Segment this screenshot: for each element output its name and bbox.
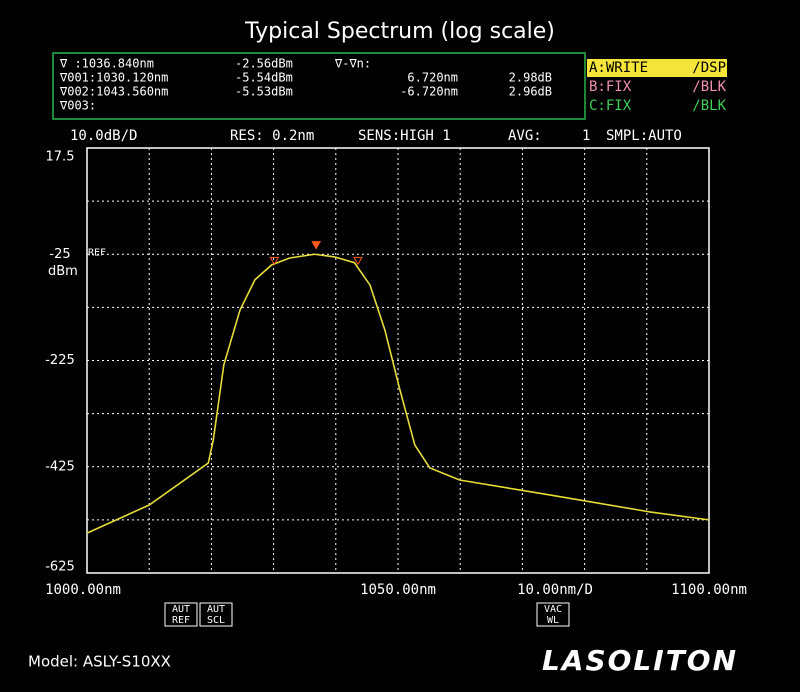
button-label: REF [172, 615, 190, 626]
marker-readout: -2.56dBm [235, 57, 293, 71]
marker-readout: ∇001:1030.120nm [59, 71, 168, 85]
y-tick-label: 17.5 [46, 150, 75, 165]
marker-readout: -5.53dBm [235, 85, 293, 99]
marker-readout: -6.720nm [400, 85, 458, 99]
button-label: AUT [207, 604, 225, 615]
trace-mode: /BLK [692, 79, 726, 95]
marker-readout: -5.54dBm [235, 71, 293, 85]
footer: Model: ASLY-S10XX [28, 653, 171, 671]
x-scale-label: 10.00nm/D [517, 582, 593, 598]
marker [311, 241, 322, 250]
button-label: VAC [544, 604, 562, 615]
status: 1 [582, 128, 590, 144]
marker-readout: ∇-∇n: [334, 57, 371, 71]
status: 10.0dB/D [70, 128, 137, 144]
trace-label: B:FIX [589, 79, 632, 95]
x-tick-label: 1100.00nm [671, 582, 747, 598]
trace-mode: /DSP [692, 60, 726, 76]
marker-readout: 6.720nm [407, 71, 458, 85]
trace-line [86, 253, 710, 534]
x-tick-label: 1050.00nm [360, 582, 436, 598]
marker-readout: ∇ :1036.840nm [59, 57, 154, 71]
marker-readout: ∇002:1043.560nm [59, 85, 168, 99]
marker-readout: 2.96dB [509, 85, 552, 99]
status: RES: 0.2nm [230, 128, 314, 144]
button-label: AUT [172, 604, 190, 615]
button [199, 602, 233, 627]
marker [269, 256, 280, 266]
trace-highlight [587, 59, 727, 77]
y-tick-label: -25 [49, 247, 70, 262]
trace-mode: /BLK [692, 98, 726, 114]
ref-label: REF [88, 247, 106, 258]
brand: LASOLITON [542, 644, 738, 677]
marker [353, 256, 363, 266]
marker-panel [52, 52, 586, 120]
button-label: SCL [207, 615, 225, 626]
y-tick-label: -425 [45, 459, 75, 474]
y-unit: dBm [48, 264, 78, 279]
button [536, 602, 570, 627]
status: AVG: [508, 128, 542, 144]
chart-title: Typical Spectrum (log scale) [244, 19, 555, 44]
y-tick-label: -625 [45, 560, 75, 575]
y-tick-label: -225 [45, 353, 75, 368]
x-tick-label: 1000.00nm [45, 582, 121, 598]
marker-readout: ∇003: [59, 99, 96, 113]
trace-label: A:WRITE [589, 60, 648, 76]
button-label: WL [547, 615, 559, 626]
status: SENS:HIGH 1 [358, 128, 451, 144]
marker-readout: 2.98dB [509, 71, 552, 85]
status: SMPL:AUTO [606, 128, 682, 144]
button [164, 602, 198, 627]
trace-label: C:FIX [589, 98, 632, 114]
